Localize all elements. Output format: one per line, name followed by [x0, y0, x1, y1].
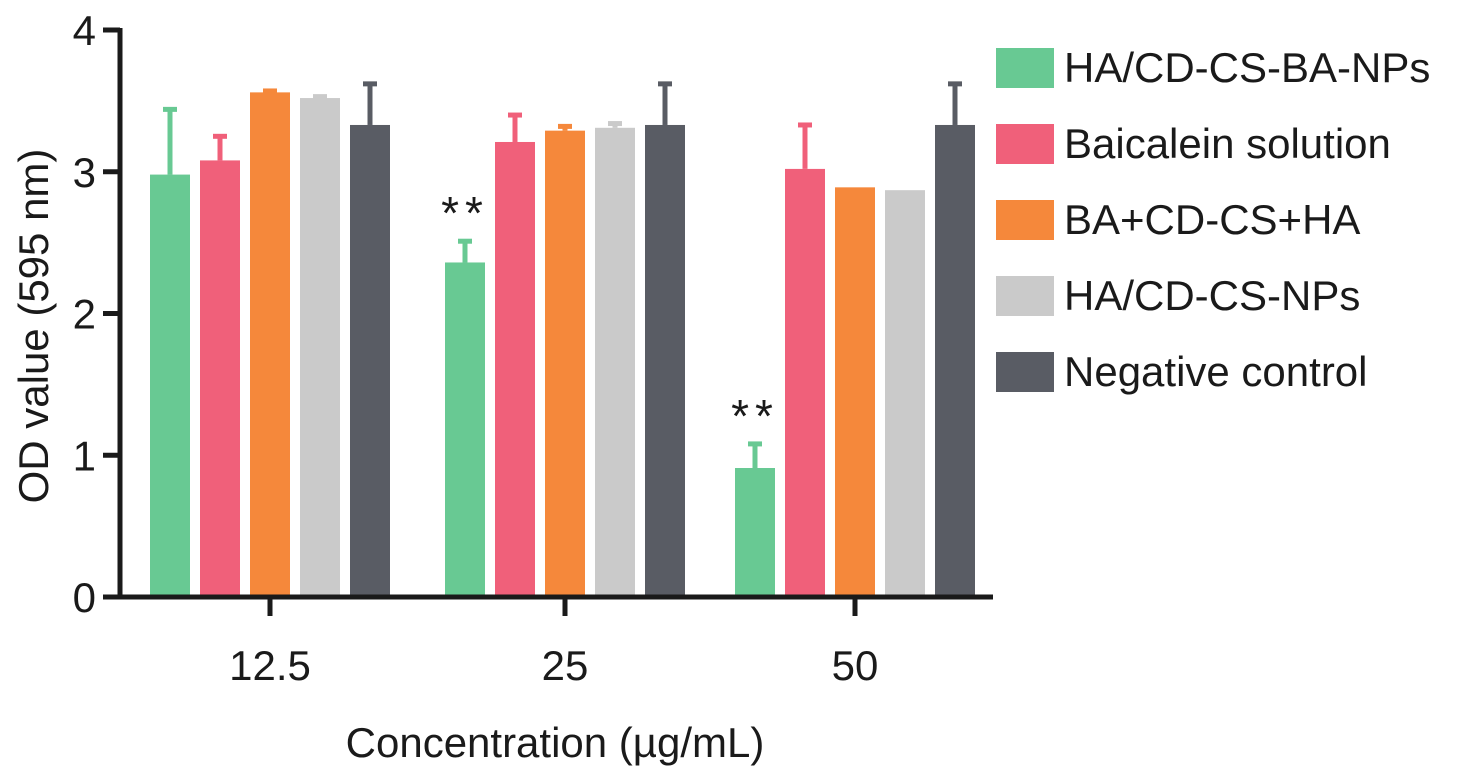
bar: [885, 190, 925, 598]
bar: [935, 124, 975, 597]
x-tick-label: 25: [542, 642, 589, 689]
significance-label: **: [441, 187, 489, 239]
y-ticks-group: 0 1 2 3 4: [73, 7, 120, 621]
bar: [250, 92, 290, 598]
y-tick-label: 4: [73, 7, 96, 54]
legend-label: HA/CD-CS-NPs: [1064, 272, 1360, 319]
bar: [835, 187, 875, 597]
x-ticks-group: 12.5 25 50: [229, 597, 878, 689]
bar: [495, 141, 535, 598]
y-tick-label: 3: [73, 149, 96, 196]
bar: [645, 124, 685, 597]
legend-swatch: [996, 48, 1054, 88]
bar: [300, 98, 340, 597]
legend-label: BA+CD-CS+HA: [1064, 196, 1360, 243]
x-axis-label: Concentration (µg/mL): [346, 719, 765, 766]
legend-swatch: [996, 352, 1054, 392]
y-tick-label: 0: [73, 574, 96, 621]
bar: [735, 468, 775, 597]
significance-label: **: [731, 390, 779, 442]
x-tick-label: 12.5: [229, 642, 311, 689]
bars-group: ** **: [150, 81, 975, 598]
bar: [785, 168, 825, 598]
y-tick-label: 1: [73, 432, 96, 479]
x-tick-label: 50: [832, 642, 879, 689]
legend-swatch: [996, 200, 1054, 240]
y-tick-label: 2: [73, 291, 96, 338]
legend-label: Negative control: [1064, 348, 1368, 395]
bar: [200, 160, 240, 597]
legend: HA/CD-CS-BA-NPs Baicalein solution BA+CD-C…: [996, 44, 1430, 395]
bar: [150, 174, 190, 597]
legend-label: Baicalein solution: [1064, 120, 1391, 167]
legend-swatch: [996, 124, 1054, 164]
legend-swatch: [996, 276, 1054, 316]
y-axis-label: OD value (595 nm): [10, 149, 57, 504]
legend-label: HA/CD-CS-BA-NPs: [1064, 44, 1430, 91]
bar: [350, 124, 390, 597]
bar: [445, 262, 485, 597]
bar: [595, 127, 635, 598]
bar: [545, 130, 585, 597]
